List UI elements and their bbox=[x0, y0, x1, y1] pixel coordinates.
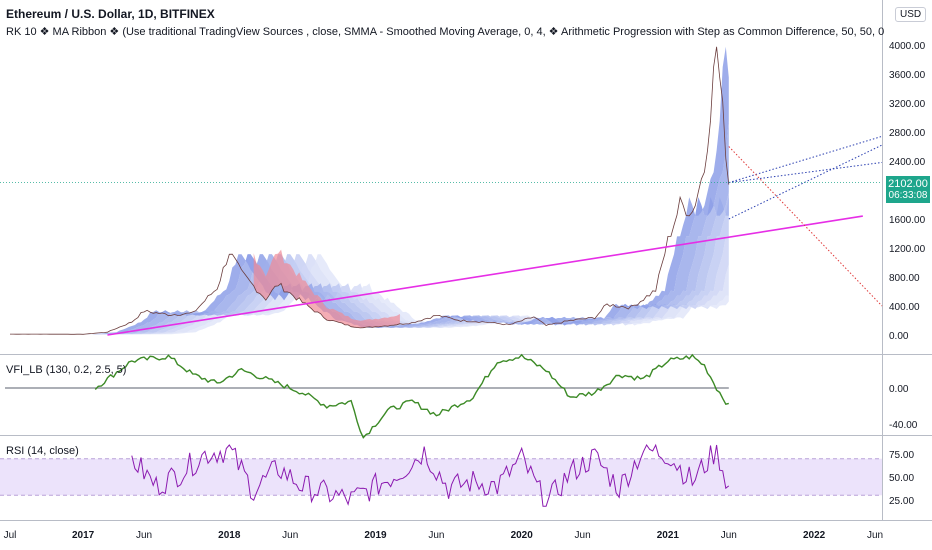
time-tick-label: 2019 bbox=[364, 530, 387, 541]
projection-lines[interactable] bbox=[728, 135, 883, 307]
rsi-tick-label: 25.00 bbox=[889, 496, 914, 507]
price-tick-label: 4000.00 bbox=[889, 41, 926, 52]
vfi-tick-label: -40.00 bbox=[889, 420, 918, 431]
ribbon-bear-band bbox=[253, 249, 400, 328]
vfi-tick-label: 0.00 bbox=[889, 384, 909, 395]
price-tick-label: 1200.00 bbox=[889, 244, 926, 255]
projection-blue bbox=[728, 144, 883, 220]
time-tick-label: 2020 bbox=[511, 530, 534, 541]
last-price-value: 2102.00 bbox=[888, 178, 928, 190]
rsi-tick-label: 50.00 bbox=[889, 473, 914, 484]
ma-ribbon bbox=[10, 46, 729, 335]
time-tick-label: Jul bbox=[4, 530, 17, 541]
vfi-axis[interactable]: 0.00 -40.00 bbox=[889, 384, 918, 431]
vfi-label[interactable]: VFI_LB (130, 0.2, 2.5, 5) bbox=[6, 364, 127, 376]
time-tick-label: Jun bbox=[721, 530, 737, 541]
time-tick-label: 2017 bbox=[72, 530, 95, 541]
time-tick-label: Jun bbox=[136, 530, 152, 541]
price-series bbox=[10, 46, 730, 335]
time-tick-label: 2018 bbox=[218, 530, 241, 541]
projection-red bbox=[728, 146, 883, 307]
time-tick-label: Jun bbox=[428, 530, 444, 541]
trendline[interactable] bbox=[107, 215, 863, 336]
price-tick-label: 2400.00 bbox=[889, 157, 926, 168]
price-tick-label: 400.00 bbox=[889, 302, 920, 313]
price-tick-label: 3600.00 bbox=[889, 70, 926, 81]
price-tick-label: 1600.00 bbox=[889, 215, 926, 226]
currency-button[interactable]: USD bbox=[895, 7, 927, 22]
rsi-label[interactable]: RSI (14, close) bbox=[6, 445, 79, 457]
last-price-badge: 2102.00 06:33:08 bbox=[886, 176, 930, 203]
projection-blue bbox=[728, 161, 883, 184]
time-tick-label: Jun bbox=[575, 530, 591, 541]
time-tick-label: Jun bbox=[282, 530, 298, 541]
indicator-legend[interactable]: RK 10 ❖ MA Ribbon ❖ (Use traditional Tra… bbox=[6, 26, 884, 38]
time-axis[interactable]: Jul 2017 Jun 2018 Jun 2019 Jun 2020 Jun 2021 Jun 20… bbox=[4, 530, 883, 541]
time-tick-label: 2022 bbox=[803, 530, 826, 541]
rsi-axis[interactable]: 75.00 50.00 25.00 bbox=[889, 450, 914, 507]
price-tick-label: 3200.00 bbox=[889, 99, 926, 110]
rsi-tick-label: 75.00 bbox=[889, 450, 914, 461]
time-tick-label: 2021 bbox=[657, 530, 680, 541]
symbol-title[interactable]: Ethereum / U.S. Dollar, 1D, BITFINEX bbox=[6, 7, 215, 21]
price-tick-label: 800.00 bbox=[889, 273, 920, 284]
vfi-series bbox=[94, 353, 729, 439]
countdown-timer: 06:33:08 bbox=[888, 190, 928, 201]
projection-blue bbox=[728, 135, 883, 184]
time-tick-label: Jun bbox=[867, 530, 883, 541]
rsi-series bbox=[131, 443, 730, 507]
price-tick-label: 2800.00 bbox=[889, 128, 926, 139]
price-tick-label: 0.00 bbox=[889, 331, 909, 342]
